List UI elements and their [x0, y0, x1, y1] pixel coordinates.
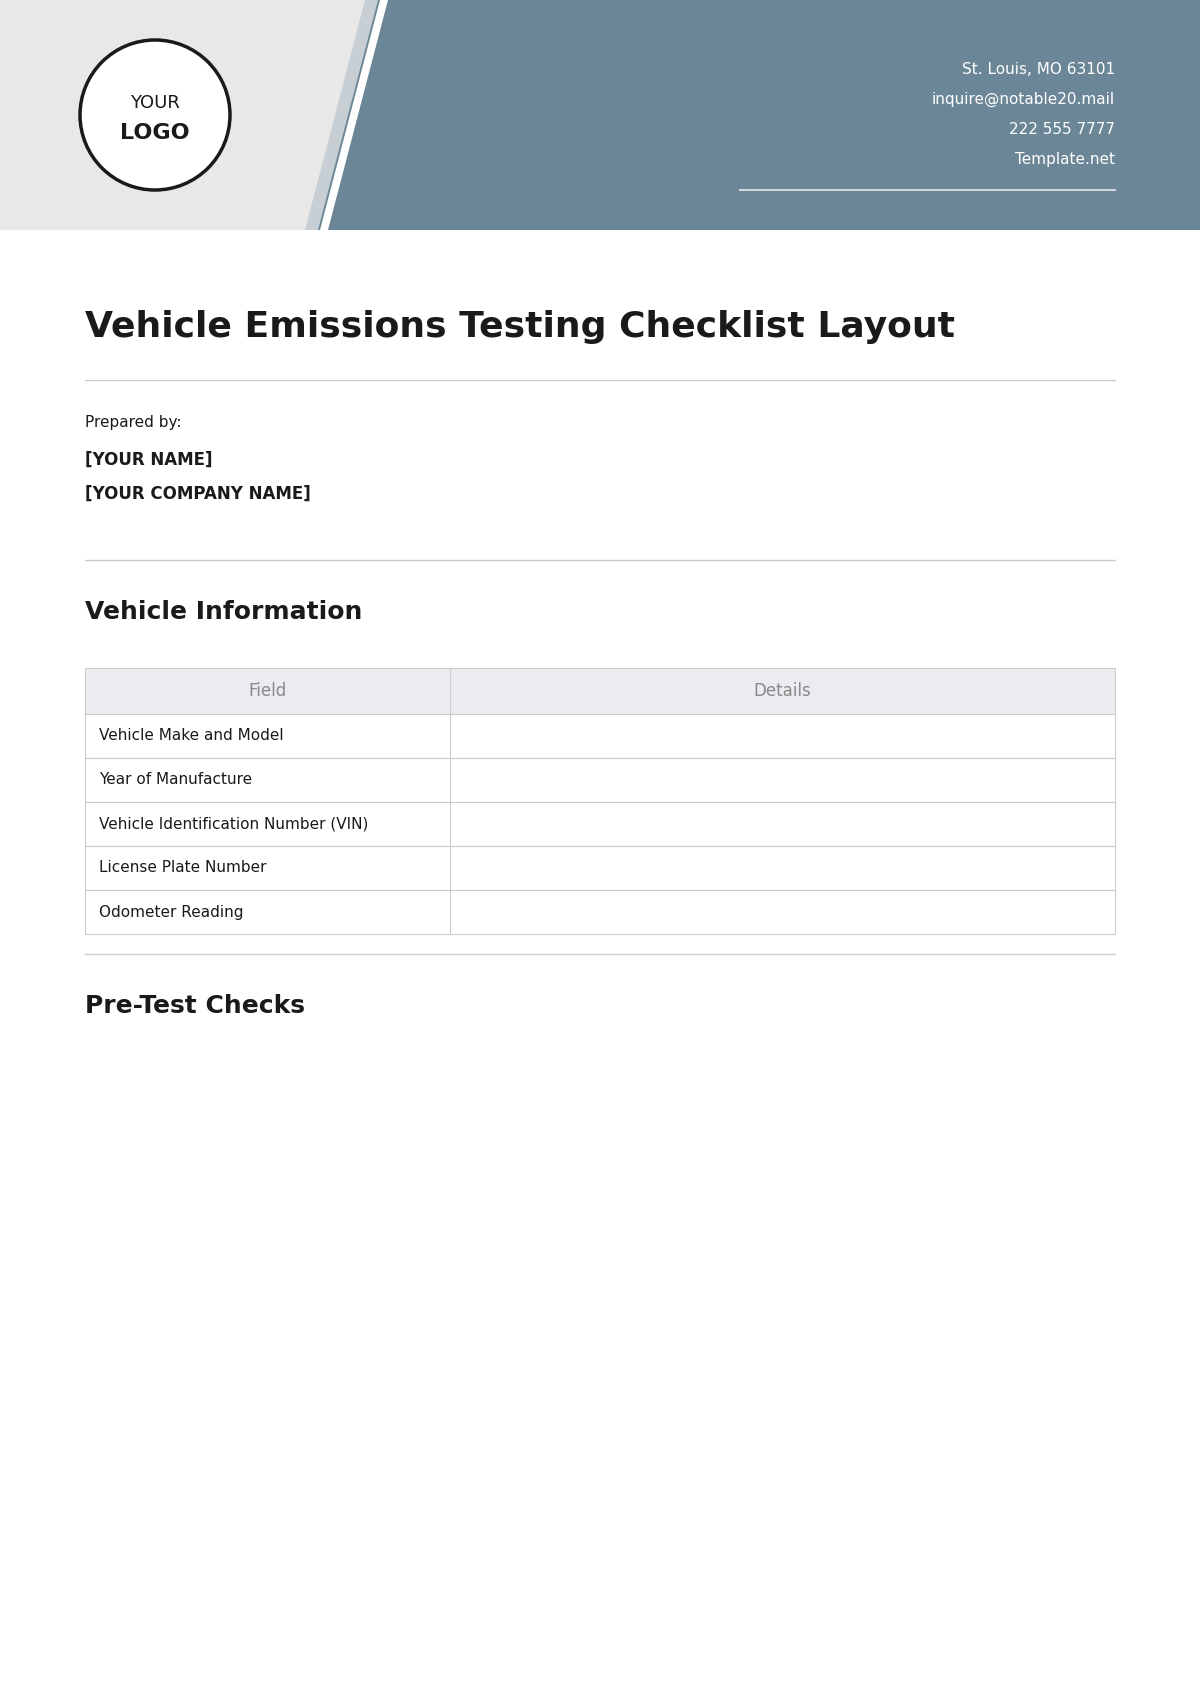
Text: inquire@notable20.mail: inquire@notable20.mail	[932, 92, 1115, 107]
Text: Vehicle Information: Vehicle Information	[85, 600, 362, 624]
Text: Template.net: Template.net	[1015, 153, 1115, 166]
Bar	[85, 668, 1115, 714]
Bar	[85, 846, 1115, 890]
Text: YOUR: YOUR	[130, 93, 180, 112]
Text: Field: Field	[248, 682, 287, 700]
Bar	[85, 802, 1115, 846]
Polygon shape	[320, 0, 388, 231]
Text: Vehicle Identification Number (VIN): Vehicle Identification Number (VIN)	[98, 816, 368, 831]
Polygon shape	[0, 0, 370, 231]
Text: Pre-Test Checks: Pre-Test Checks	[85, 994, 305, 1018]
Polygon shape	[305, 0, 378, 231]
Circle shape	[80, 41, 230, 190]
Bar	[85, 758, 1115, 802]
Text: Odometer Reading: Odometer Reading	[98, 904, 244, 919]
Text: [YOUR NAME]: [YOUR NAME]	[85, 451, 212, 470]
Text: [YOUR COMPANY NAME]: [YOUR COMPANY NAME]	[85, 485, 311, 504]
Text: St. Louis, MO 63101: St. Louis, MO 63101	[962, 63, 1115, 76]
Text: Year of Manufacture: Year of Manufacture	[98, 772, 252, 787]
Bar	[85, 714, 1115, 758]
Text: Prepared by:: Prepared by:	[85, 416, 181, 431]
Bar	[310, 0, 1200, 231]
Bar	[0, 0, 320, 231]
Text: LOGO: LOGO	[120, 124, 190, 142]
Text: License Plate Number: License Plate Number	[98, 860, 266, 875]
Text: Details: Details	[754, 682, 811, 700]
Text: 222 555 7777: 222 555 7777	[1009, 122, 1115, 137]
Text: Vehicle Emissions Testing Checklist Layout: Vehicle Emissions Testing Checklist Layo…	[85, 310, 955, 344]
Bar	[85, 890, 1115, 934]
Text: Vehicle Make and Model: Vehicle Make and Model	[98, 729, 283, 743]
